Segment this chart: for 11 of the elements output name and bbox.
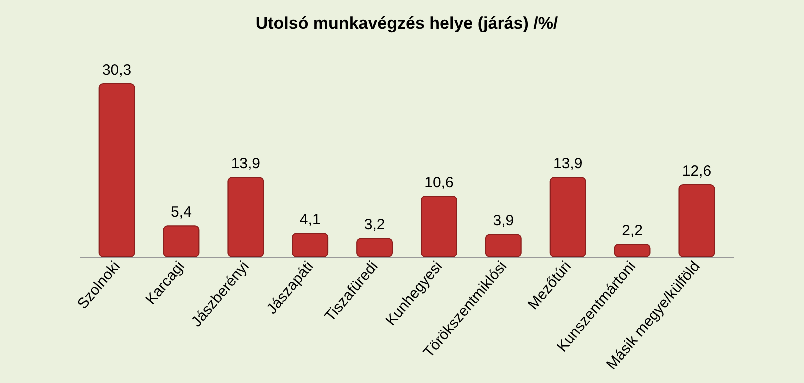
data-label: 3,2 xyxy=(364,216,386,234)
data-label: 5,4 xyxy=(171,204,192,222)
data-label: 12,6 xyxy=(682,163,712,180)
data-label: 13,9 xyxy=(231,156,261,173)
data-label: 4,1 xyxy=(300,212,321,229)
data-label: 13,9 xyxy=(553,156,583,173)
data-label: 10,6 xyxy=(424,174,454,192)
chart-title: Utolsó munkavégzés helye (járás) /%/ xyxy=(256,14,558,33)
data-label: 30,3 xyxy=(102,62,132,79)
data-label: 2,2 xyxy=(622,222,643,240)
data-label: 3,9 xyxy=(493,212,514,230)
